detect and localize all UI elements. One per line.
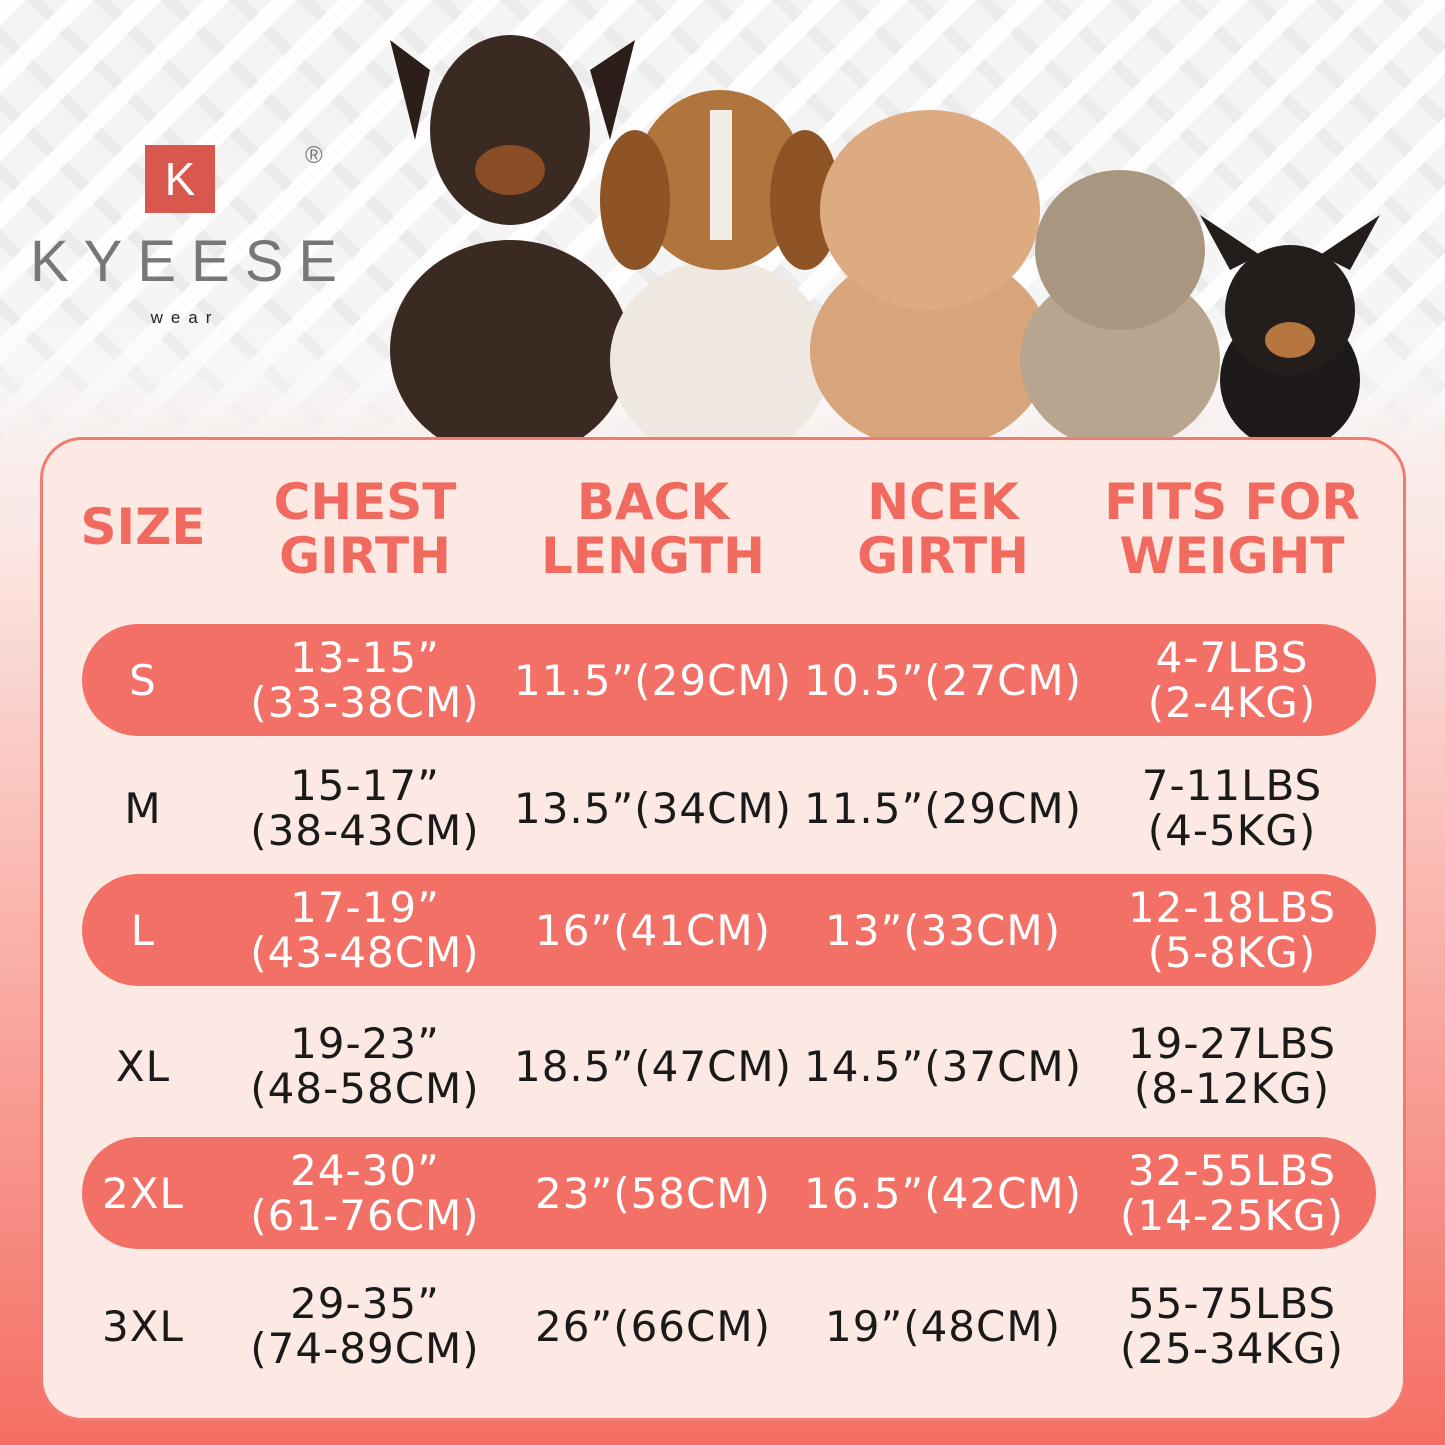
header-back-length: BACK LENGTH	[541, 473, 765, 585]
registered-mark: ®	[305, 142, 323, 169]
cell-size: XL	[115, 1041, 171, 1091]
cell-weight: 4-7LBS (2-4KG)	[1147, 633, 1317, 727]
cell-size: 2XL	[102, 1168, 184, 1218]
size-row-l: L 17-19” (43-48CM) 16”(41CM) 13”(33CM) 12-18…	[82, 874, 1376, 986]
cell-size: 3XL	[102, 1301, 184, 1351]
size-row-3xl: 3XL 29-35” (74-89CM) 26”(66CM) 19”(48CM) 55-…	[82, 1270, 1376, 1382]
cell-chest: 15-17” (38-43CM)	[250, 761, 480, 855]
cell-chest: 13-15” (33-38CM)	[250, 633, 480, 727]
cell-size: M	[124, 783, 162, 833]
doberman-image	[390, 35, 635, 440]
cell-chest: 19-23” (48-58CM)	[250, 1019, 480, 1113]
header-size: SIZE	[80, 498, 206, 556]
beagle-image	[600, 90, 840, 440]
cell-weight: 19-27LBS (8-12KG)	[1127, 1019, 1337, 1113]
cell-chest: 29-35” (74-89CM)	[250, 1279, 480, 1373]
cell-neck: 16.5”(42CM)	[803, 1168, 1083, 1218]
cell-weight: 12-18LBS (5-8KG)	[1127, 883, 1337, 977]
brand-name: KYEESE	[30, 229, 353, 294]
size-row-2xl: 2XL 24-30” (61-76CM) 23”(58CM) 16.5”(42CM) 3…	[82, 1137, 1376, 1249]
cell-neck: 14.5”(37CM)	[803, 1041, 1083, 1091]
cell-weight: 7-11LBS (4-5KG)	[1141, 761, 1323, 855]
cell-neck: 19”(48CM)	[825, 1301, 1061, 1351]
poodle-image	[810, 110, 1050, 440]
cell-back: 18.5”(47CM)	[513, 1041, 793, 1091]
size-row-xl: XL 19-23” (48-58CM) 18.5”(47CM) 14.5”(37CM)…	[82, 1010, 1376, 1122]
brand-subtitle: wear	[150, 308, 220, 327]
header-neck-girth: NCEK GIRTH	[857, 473, 1029, 585]
chihuahua-image	[1200, 215, 1380, 440]
size-row-s: S 13-15” (33-38CM) 11.5”(29CM) 10.5”(27CM) 4…	[82, 624, 1376, 736]
cell-back: 26”(66CM)	[535, 1301, 771, 1351]
cell-size: S	[129, 655, 157, 705]
cell-back: 13.5”(34CM)	[513, 783, 793, 833]
cell-weight: 32-55LBS (14-25KG)	[1120, 1146, 1344, 1240]
header-weight: FITS FOR WEIGHT	[1104, 473, 1360, 585]
cell-chest: 24-30” (61-76CM)	[250, 1146, 480, 1240]
cell-chest: 17-19” (43-48CM)	[250, 883, 480, 977]
cell-neck: 13”(33CM)	[825, 905, 1061, 955]
cell-neck: 11.5”(29CM)	[803, 783, 1083, 833]
cell-size: L	[130, 905, 156, 955]
cell-back: 23”(58CM)	[535, 1168, 771, 1218]
logo-k-mark: K	[145, 145, 215, 213]
cell-back: 11.5”(29CM)	[513, 655, 793, 705]
cell-weight: 55-75LBS (25-34KG)	[1120, 1279, 1344, 1373]
cell-back: 16”(41CM)	[535, 905, 771, 955]
size-row-m: M 15-17” (38-43CM) 13.5”(34CM) 11.5”(29CM) 7…	[82, 752, 1376, 864]
cell-neck: 10.5”(27CM)	[803, 655, 1083, 705]
terrier-image	[1020, 170, 1220, 440]
dogs-photo	[390, 35, 1380, 440]
brand-logo: K ® KYEESE wear	[30, 140, 340, 340]
header-chest-girth: CHEST GIRTH	[273, 473, 457, 585]
